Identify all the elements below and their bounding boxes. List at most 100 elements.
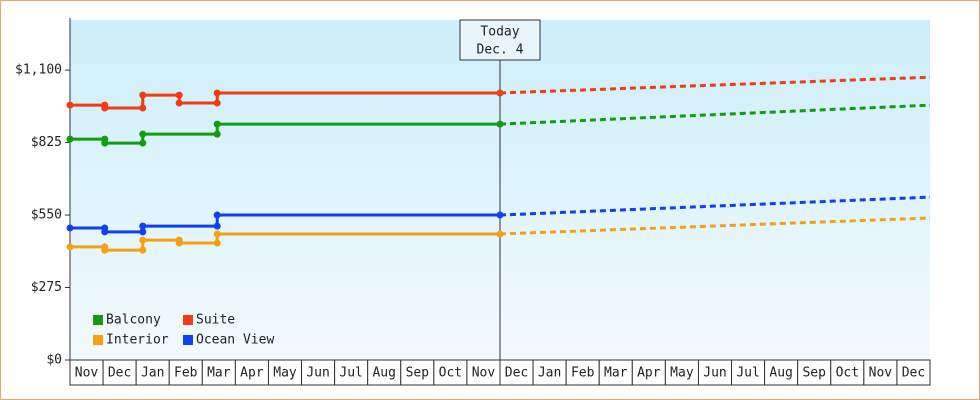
price-point bbox=[139, 236, 147, 244]
y-tick-label: $550 bbox=[31, 208, 62, 223]
x-tick-box bbox=[201, 359, 236, 386]
x-tick-box bbox=[532, 359, 567, 386]
price-point bbox=[175, 99, 183, 107]
forecast-line bbox=[499, 103, 931, 126]
price-point bbox=[213, 239, 221, 247]
x-tick-box bbox=[664, 359, 699, 386]
x-tick-label: Nov bbox=[869, 366, 893, 381]
price-point bbox=[66, 224, 74, 232]
price-point bbox=[175, 239, 183, 247]
legend-swatch bbox=[93, 315, 103, 325]
legend-label: Ocean View bbox=[196, 333, 274, 348]
x-tick-box bbox=[565, 359, 600, 386]
price-point bbox=[101, 139, 109, 147]
legend-label: Balcony bbox=[106, 313, 161, 328]
today-box bbox=[459, 19, 541, 61]
x-tick-box bbox=[896, 359, 931, 386]
price-point bbox=[139, 222, 147, 230]
y-tick-label: $825 bbox=[31, 135, 62, 150]
price-point bbox=[139, 104, 147, 112]
price-point bbox=[139, 246, 147, 254]
price-point bbox=[213, 222, 221, 230]
x-tick-box bbox=[334, 359, 369, 386]
today-label: Dec. 4 bbox=[477, 43, 524, 58]
y-tick-label: $0 bbox=[46, 353, 62, 368]
today-label: Today bbox=[480, 25, 519, 40]
price-point bbox=[101, 228, 109, 236]
price-point bbox=[213, 89, 221, 97]
x-tick-label: Apr bbox=[637, 366, 661, 381]
legend-swatch bbox=[93, 335, 103, 345]
price-point bbox=[213, 211, 221, 219]
price-point bbox=[496, 120, 504, 128]
x-tick-label: Jan bbox=[538, 366, 561, 381]
x-tick-box bbox=[499, 359, 534, 386]
forecast-line bbox=[499, 195, 931, 217]
x-tick-label: Dec bbox=[902, 366, 925, 381]
x-tick-box bbox=[102, 359, 137, 386]
legend-swatch bbox=[183, 315, 193, 325]
x-tick-label: Mar bbox=[207, 366, 231, 381]
x-tick-label: Oct bbox=[836, 366, 859, 381]
x-tick-label: Jun bbox=[306, 366, 329, 381]
x-tick-label: May bbox=[670, 366, 694, 381]
forecast-line bbox=[499, 75, 931, 95]
x-tick-label: Feb bbox=[174, 366, 198, 381]
price-point bbox=[101, 246, 109, 254]
x-tick-label: Aug bbox=[769, 366, 792, 381]
x-tick-box bbox=[797, 359, 832, 386]
y-tick-label: $275 bbox=[31, 280, 62, 295]
x-tick-box bbox=[367, 359, 402, 386]
price-point bbox=[213, 120, 221, 128]
x-tick-label: Jul bbox=[736, 366, 759, 381]
x-tick-box bbox=[168, 359, 203, 386]
price-point bbox=[66, 101, 74, 109]
x-tick-label: Oct bbox=[439, 366, 462, 381]
price-point bbox=[139, 130, 147, 138]
x-tick-label: Dec bbox=[505, 366, 528, 381]
price-point bbox=[213, 130, 221, 138]
price-point bbox=[175, 91, 183, 99]
price-point bbox=[139, 228, 147, 236]
x-tick-box bbox=[466, 359, 501, 386]
x-tick-box bbox=[697, 359, 733, 386]
x-tick-label: May bbox=[273, 366, 297, 381]
x-tick-box bbox=[234, 359, 269, 386]
x-tick-label: Nov bbox=[75, 366, 99, 381]
x-tick-label: Dec bbox=[108, 366, 131, 381]
price-point bbox=[496, 211, 504, 219]
y-tick-label: $1,100 bbox=[15, 63, 62, 78]
price-point bbox=[139, 139, 147, 147]
price-point bbox=[139, 91, 147, 99]
legend-label: Suite bbox=[196, 313, 235, 328]
x-tick-label: Jan bbox=[141, 366, 164, 381]
price-point bbox=[66, 243, 74, 251]
x-tick-label: Feb bbox=[571, 366, 595, 381]
x-tick-box bbox=[267, 359, 303, 386]
x-tick-box bbox=[631, 359, 666, 386]
x-tick-box bbox=[135, 359, 170, 386]
x-tick-label: Mar bbox=[604, 366, 628, 381]
price-point bbox=[213, 230, 221, 238]
x-tick-label: Jul bbox=[339, 366, 362, 381]
price-point bbox=[213, 99, 221, 107]
price-point bbox=[66, 135, 74, 143]
x-tick-box bbox=[598, 359, 633, 386]
x-tick-label: Aug bbox=[372, 366, 395, 381]
price-point bbox=[101, 104, 109, 112]
x-tick-label: Sep bbox=[802, 366, 826, 381]
x-tick-box bbox=[863, 359, 898, 386]
x-tick-label: Nov bbox=[472, 366, 496, 381]
price-point bbox=[496, 89, 504, 97]
forecast-line bbox=[499, 216, 931, 236]
x-tick-label: Jun bbox=[703, 366, 726, 381]
legend-label: Interior bbox=[106, 333, 169, 348]
x-tick-box bbox=[301, 359, 336, 386]
x-tick-box bbox=[69, 359, 104, 386]
legend-swatch bbox=[183, 335, 193, 345]
x-tick-label: Sep bbox=[406, 366, 430, 381]
x-tick-label: Apr bbox=[240, 366, 264, 381]
price-point bbox=[496, 230, 504, 238]
x-tick-box bbox=[830, 359, 865, 386]
